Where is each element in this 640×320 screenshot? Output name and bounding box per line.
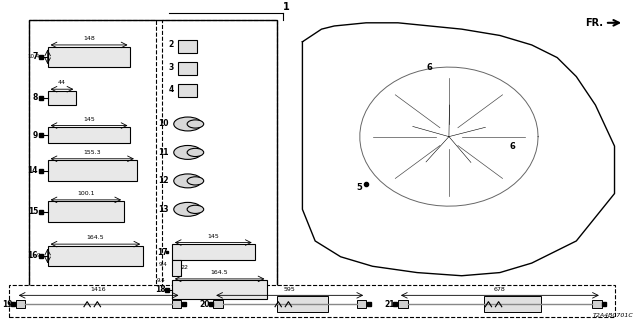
Bar (172, 244, 255, 260)
Text: 164.5: 164.5 (211, 270, 228, 275)
Text: 14: 14 (28, 166, 38, 175)
Text: 11: 11 (158, 148, 169, 157)
Text: 16: 16 (28, 252, 38, 260)
Bar (178, 40, 197, 53)
Text: 22: 22 (180, 265, 189, 270)
Text: 12: 12 (158, 176, 169, 185)
Bar (178, 62, 197, 75)
Text: 1416: 1416 (91, 286, 106, 292)
Text: 9.4: 9.4 (157, 278, 166, 283)
Text: 8: 8 (33, 93, 38, 102)
Text: 100.1: 100.1 (77, 191, 95, 196)
Bar (47, 91, 76, 105)
Text: 145: 145 (207, 234, 219, 239)
Text: 2: 2 (168, 40, 173, 50)
Text: 15: 15 (28, 207, 38, 216)
Bar (47, 127, 131, 143)
Circle shape (187, 177, 204, 185)
Bar (16, 300, 26, 308)
Text: 10.4: 10.4 (28, 54, 40, 59)
Bar (213, 300, 223, 308)
Bar (172, 300, 181, 308)
Text: 1: 1 (284, 2, 290, 12)
Bar (172, 260, 181, 276)
Text: 10: 10 (158, 119, 169, 129)
Bar (592, 300, 602, 308)
Text: 164.5: 164.5 (86, 235, 104, 240)
Text: 145: 145 (83, 117, 95, 122)
Text: 44: 44 (58, 80, 66, 85)
Text: 20: 20 (200, 300, 210, 309)
Text: 9.4: 9.4 (159, 262, 168, 267)
Text: 678: 678 (494, 286, 506, 292)
Circle shape (173, 146, 202, 159)
Bar (172, 280, 268, 300)
Bar (29, 20, 277, 292)
Bar (10, 285, 614, 317)
Bar (484, 296, 541, 312)
Bar (47, 202, 124, 222)
Bar (277, 296, 328, 312)
Text: 148: 148 (83, 36, 95, 41)
Text: 18: 18 (155, 285, 166, 294)
Bar (163, 20, 277, 292)
Text: 3: 3 (168, 63, 173, 72)
Circle shape (173, 202, 202, 216)
Bar (47, 160, 137, 181)
Text: 7: 7 (33, 52, 38, 61)
Text: 9: 9 (33, 131, 38, 140)
Text: 595: 595 (284, 286, 296, 292)
Text: 21: 21 (384, 300, 395, 309)
Text: 6: 6 (427, 63, 433, 72)
Text: 6: 6 (509, 142, 516, 151)
Bar (356, 300, 366, 308)
Bar (178, 84, 197, 97)
Text: 13: 13 (158, 205, 169, 214)
Bar (29, 20, 156, 292)
Circle shape (173, 117, 202, 131)
Circle shape (173, 174, 202, 188)
Text: FR.: FR. (585, 18, 603, 28)
Text: 17: 17 (157, 248, 168, 257)
Circle shape (187, 120, 204, 128)
Text: 9: 9 (36, 253, 40, 259)
Bar (398, 300, 408, 308)
Bar (47, 46, 131, 67)
Text: T2A4B0701C: T2A4B0701C (593, 313, 634, 318)
Text: 5: 5 (357, 183, 363, 192)
Circle shape (187, 205, 204, 213)
Circle shape (187, 148, 204, 156)
Text: 4: 4 (168, 85, 173, 94)
Text: 155.3: 155.3 (83, 150, 101, 155)
Text: 19: 19 (2, 300, 13, 309)
Bar (47, 246, 143, 266)
